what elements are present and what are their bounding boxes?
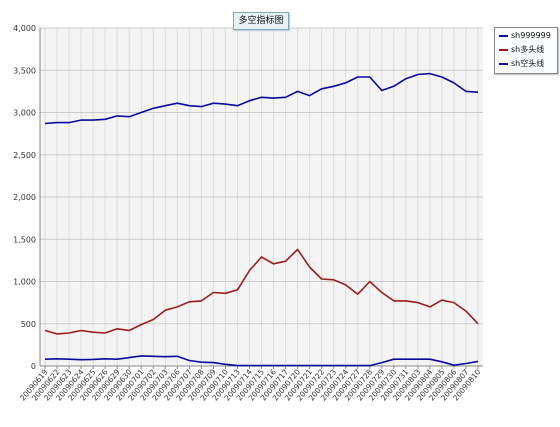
legend-swatch bbox=[499, 35, 508, 37]
y-tick-label: 0 bbox=[31, 362, 36, 371]
series-lines bbox=[44, 72, 479, 367]
y-tick-label: 500 bbox=[21, 320, 36, 329]
legend-label: sh999999 bbox=[511, 31, 551, 40]
y-tick-label: 4,000 bbox=[13, 24, 36, 33]
series-line-1 bbox=[44, 248, 479, 335]
legend-swatch bbox=[499, 49, 508, 51]
legend-item-sh999999: sh999999 bbox=[495, 29, 557, 42]
y-tick-labels: 0 500 1,000 1,500 2,000 2,500 3,000 3,500 4,000 bbox=[13, 24, 36, 371]
legend-item-sh-short-line: sh空头线 bbox=[495, 57, 557, 70]
y-tick-label: 2,000 bbox=[13, 193, 36, 202]
chart-title: 多空指标图 bbox=[233, 12, 289, 30]
x-tick-labels: 2009061920090622200906232009062420090625… bbox=[18, 367, 483, 402]
legend-label: sh多头线 bbox=[511, 45, 545, 54]
y-tick-label: 1,000 bbox=[13, 278, 36, 287]
y-tick-label: 2,500 bbox=[13, 151, 36, 160]
legend-label: sh空头线 bbox=[511, 59, 545, 68]
y-tick-label: 3,500 bbox=[13, 66, 36, 75]
y-tick-label: 1,500 bbox=[13, 235, 36, 244]
legend-swatch bbox=[499, 63, 508, 65]
legend: sh999999 sh多头线 sh空头线 bbox=[494, 27, 558, 74]
series-line-2 bbox=[44, 355, 479, 367]
series-line-0 bbox=[44, 72, 479, 125]
y-tick-label: 3,000 bbox=[13, 109, 36, 118]
grid bbox=[40, 27, 483, 367]
legend-item-sh-long-line: sh多头线 bbox=[495, 43, 557, 56]
